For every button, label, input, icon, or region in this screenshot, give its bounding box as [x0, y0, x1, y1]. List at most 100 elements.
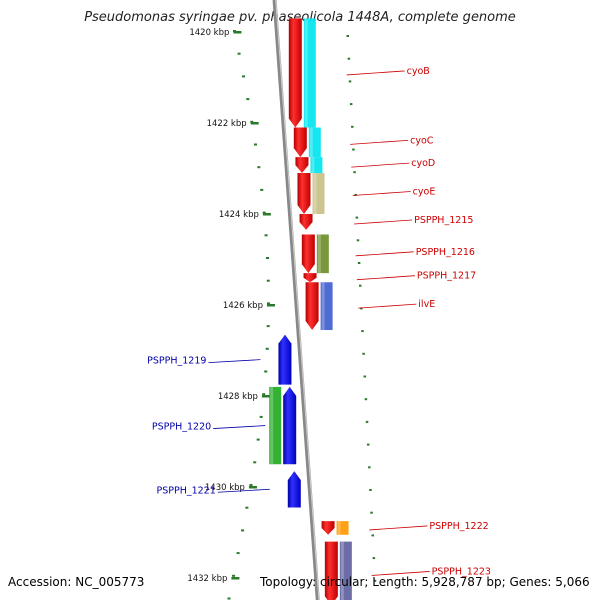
gene-label-PSPPH_1217[interactable]: PSPPH_1217 [417, 271, 476, 282]
scale-dot-right [358, 284, 362, 287]
major-tick [250, 122, 259, 125]
gene-arrow-PSPPH_1221[interactable] [287, 471, 301, 508]
gene-arrow-PSPPH_1217[interactable] [303, 273, 317, 283]
scale-dot [249, 484, 253, 486]
scale-dot-right [369, 489, 372, 491]
scale-dot [236, 552, 240, 555]
gene-arrow-PSPPH_1220[interactable] [283, 386, 297, 465]
gene-arrow-PSPPH_1215[interactable] [299, 214, 313, 230]
scale-dot [227, 597, 231, 600]
scale-dot-right [355, 216, 359, 219]
scale-dot [245, 506, 249, 509]
major-tick [231, 577, 240, 580]
scale-dot [265, 257, 269, 259]
gene-arrow-ilvE[interactable] [305, 282, 319, 331]
scale-dot [266, 325, 270, 328]
scale-ticks: 1420 kbp 1422 kbp 1424 kbp 1426 kbp 1428 kbp… [187, 28, 377, 600]
scale-dot-right [360, 307, 363, 310]
scale-dot-right [354, 193, 357, 196]
label-leader [346, 70, 405, 76]
major-tick [266, 304, 275, 307]
scale-dot [257, 166, 261, 169]
gene-label-PSPPH_1219[interactable]: PSPPH_1219 [147, 356, 206, 367]
cog-shine [337, 521, 341, 535]
cog-block-cyoC [308, 127, 321, 158]
scale-dot [264, 370, 268, 373]
gene-arrow-cyoD[interactable] [295, 157, 309, 174]
label-leader [352, 191, 411, 196]
cog-block-PSPPH_1216 [316, 234, 329, 274]
scale-dot [232, 574, 236, 577]
cog-block-cyoB [303, 18, 316, 128]
gene-label-cyoB[interactable]: cyoB [407, 66, 430, 77]
label-leader [217, 488, 270, 493]
cog-block-cyoE [312, 173, 325, 214]
major-tick [248, 486, 257, 489]
cog-shine [340, 541, 344, 600]
scale-dot-right [349, 103, 353, 106]
genome-summary: Topology: circular; Length: 5,928,787 bp… [260, 575, 590, 589]
gene-arrow-PSPPH_1216[interactable] [301, 234, 315, 274]
cog-shine [321, 282, 325, 331]
scale-dot-right [352, 148, 355, 151]
scale-dot-right [368, 466, 371, 469]
gene-arrow-cyoC[interactable] [293, 127, 307, 158]
accession-label: Accession: NC_005773 [8, 575, 145, 589]
scale-dot-right [372, 557, 376, 560]
scale-dot-right [371, 534, 374, 537]
scale-dot-right [348, 80, 352, 83]
label-leader [355, 251, 414, 257]
cog-shine [270, 386, 274, 465]
scale-tick-label: 1426 kbp [223, 301, 263, 311]
gene-arrow-cyoB[interactable] [288, 18, 302, 128]
label-leader [213, 425, 266, 429]
gene-label-cyoC[interactable]: cyoC [410, 135, 434, 146]
label-leader [350, 139, 409, 145]
major-tick [262, 213, 271, 216]
label-leader [358, 303, 417, 309]
backbone [272, 0, 320, 600]
scale-dot-right [353, 171, 356, 174]
backbone-line [272, 0, 320, 600]
scale-dot [246, 98, 250, 101]
scale-dot [264, 234, 268, 237]
cog-shine [309, 127, 313, 158]
cog-block-ilvE [320, 282, 333, 331]
gene-label-PSPPH_1222[interactable]: PSPPH_1222 [429, 521, 488, 532]
scale-tick-label: 1420 kbp [189, 28, 229, 38]
scale-dot [262, 393, 266, 396]
scale-dot-right [373, 579, 377, 582]
gene-label-PSPPH_1223[interactable]: PSPPH_1223 [432, 566, 491, 577]
scale-dot [237, 52, 241, 55]
scale-dot-right [364, 398, 368, 401]
gene-arrow-PSPPH_1223[interactable] [324, 541, 338, 600]
cog-block-PSPPH_1223 [339, 541, 352, 600]
scale-dot-right [361, 330, 364, 333]
gene-label-PSPPH_1221[interactable]: PSPPH_1221 [156, 485, 215, 496]
scale-dot-right [346, 35, 349, 37]
scale-dot-right [362, 352, 365, 355]
scale-dot [242, 75, 246, 78]
cog-shine [304, 18, 308, 128]
gene-arrow-PSPPH_1222[interactable] [321, 521, 335, 535]
page-title: Pseudomonas syringae pv. phaseolicola 14… [84, 10, 516, 25]
gene-label-PSPPH_1220[interactable]: PSPPH_1220 [152, 422, 211, 433]
gene-arrow-PSPPH_1219[interactable] [278, 334, 292, 385]
gene-arrow-cyoE[interactable] [297, 173, 311, 214]
gene-label-cyoE[interactable]: cyoE [413, 187, 436, 198]
label-leader [351, 162, 410, 168]
scale-dot-right [351, 125, 354, 128]
cog-shine [313, 173, 317, 214]
scale-tick-label: 1430 kbp [205, 483, 245, 493]
gene-label-PSPPH_1216[interactable]: PSPPH_1216 [416, 247, 475, 258]
scale-dot-right [366, 443, 370, 446]
backbone-highlight [275, 0, 320, 600]
label-leader [208, 359, 261, 363]
cog-block-PSPPH_1222 [336, 521, 349, 535]
gene-label-cyoD[interactable]: cyoD [411, 158, 435, 169]
scale-tick-label: 1432 kbp [187, 574, 227, 584]
gene-label-ilvE[interactable]: ilvE [418, 299, 435, 310]
gene-label-PSPPH_1215[interactable]: PSPPH_1215 [414, 215, 473, 226]
